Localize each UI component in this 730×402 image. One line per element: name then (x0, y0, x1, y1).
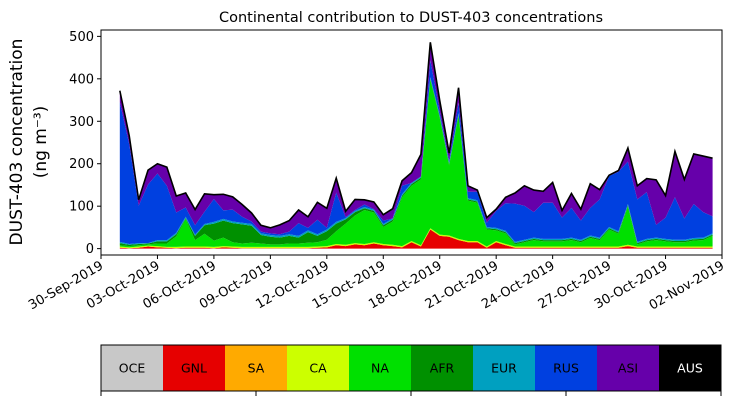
legend-label-eur: EUR (491, 361, 517, 376)
total-concentration-line (119, 42, 713, 229)
y-tick-label: 300 (69, 115, 94, 130)
y-tick-label: 200 (69, 157, 94, 172)
y-tick-label: 0 (86, 242, 94, 257)
y-tick-label: 100 (69, 200, 94, 215)
y-tick-label: 500 (69, 30, 94, 45)
legend-label-na: NA (371, 361, 389, 376)
y-axis-label-line2: (ng m⁻³) (31, 106, 51, 179)
plot-area (119, 42, 713, 249)
y-axis-label: DUST-403 concentration (ng m⁻³) (7, 39, 51, 246)
legend-label-ca: CA (309, 361, 327, 376)
area-na (119, 79, 713, 248)
legend-swatch-rus (535, 345, 598, 391)
legend-label-gnl: GNL (181, 361, 207, 376)
area-gnl (119, 229, 713, 249)
legend-label-rus: RUS (553, 361, 579, 376)
legend-label-aus: AUS (677, 361, 703, 376)
area-rus (119, 60, 713, 244)
area-ca (119, 228, 713, 249)
legend-swatch-gnl (163, 345, 226, 391)
legend-label-oce: OCE (119, 361, 146, 376)
y-tick-label: 400 (69, 72, 94, 87)
legend-swatch-sa (225, 345, 288, 391)
plot-frame (100, 29, 723, 256)
y-axis: 0 100 200 300 400 500 (69, 30, 101, 257)
legend-swatch-eur (473, 345, 536, 391)
legend-label-afr: AFR (430, 361, 455, 376)
x-axis: 30-Sep-201903-Oct-201906-Oct-201909-Oct-… (26, 255, 727, 313)
legend: OCE GNL SA CA NA AFR EUR RUS ASI AUS (100, 344, 722, 396)
area-asi (119, 42, 713, 235)
legend-swatch-asi (597, 345, 660, 391)
legend-swatch-oce (101, 345, 164, 391)
y-axis-label-line1: DUST-403 concentration (7, 39, 27, 246)
chart-title: Continental contribution to DUST-403 con… (219, 10, 603, 26)
legend-swatch-afr (411, 345, 474, 391)
legend-swatch-ca (287, 345, 350, 391)
legend-swatch-aus (659, 345, 722, 391)
legend-label-sa: SA (248, 361, 265, 376)
legend-swatch-na (349, 345, 412, 391)
legend-label-asi: ASI (618, 361, 638, 376)
